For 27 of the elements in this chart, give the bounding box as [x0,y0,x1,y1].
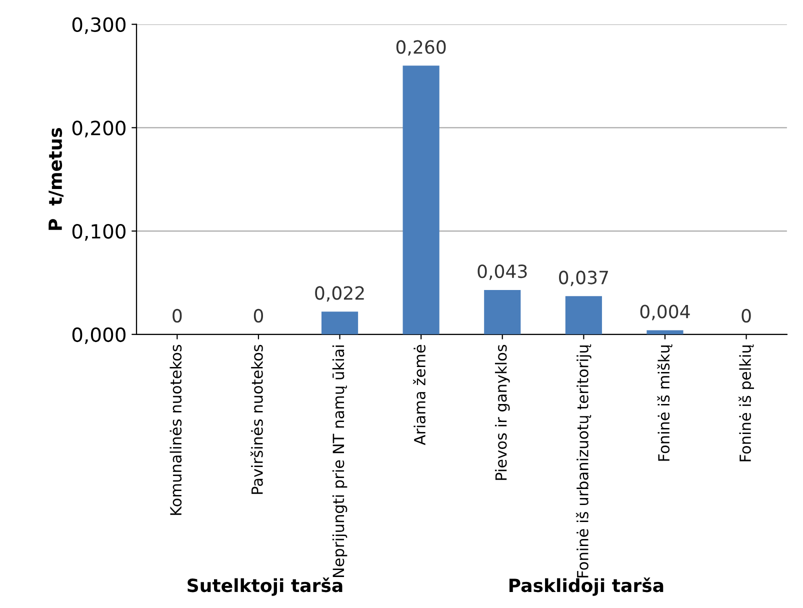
bar [484,290,521,334]
x-tick-label: Ariama žemė [413,344,426,446]
x-tick-label: Paviršinės nuotekos [250,344,263,494]
text: Sutelktoji tarša [188,578,342,596]
text: Pasklidoji tarša [509,578,664,596]
data-label: 0,022 [315,286,364,302]
x-tick-label: Neprijungti prie NT namų ūkiai [332,346,348,578]
x-tick-label: Foninė iš pelkių [738,344,754,462]
data-label: 0,043 [478,264,527,280]
bar [321,312,358,334]
y-tick-label: 0,300 [72,17,126,34]
data-label: 0 [172,308,182,323]
bar [402,66,440,334]
y-axis-title: P t/metus [48,128,64,230]
y-tick-label: 0,000 [72,327,126,344]
x-tick-label: Komunalinės nuotekos [170,344,182,515]
bar [565,296,602,334]
data-label: 0,037 [559,270,608,286]
x-tick-label: Foninė iš urbanizuotų teritorijų [576,344,592,578]
y-tick-label: 0,100 [72,224,126,241]
x-tick-label: Pievos ir ganyklos [494,344,510,480]
data-label: 0,260 [396,40,446,56]
x-tick-label: Foninė iš miškų [657,344,672,461]
y-tick-label: 0,200 [72,120,126,138]
data-label: 0 [742,308,751,323]
data-label: 0 [254,308,264,323]
data-label: 0,004 [640,304,690,320]
